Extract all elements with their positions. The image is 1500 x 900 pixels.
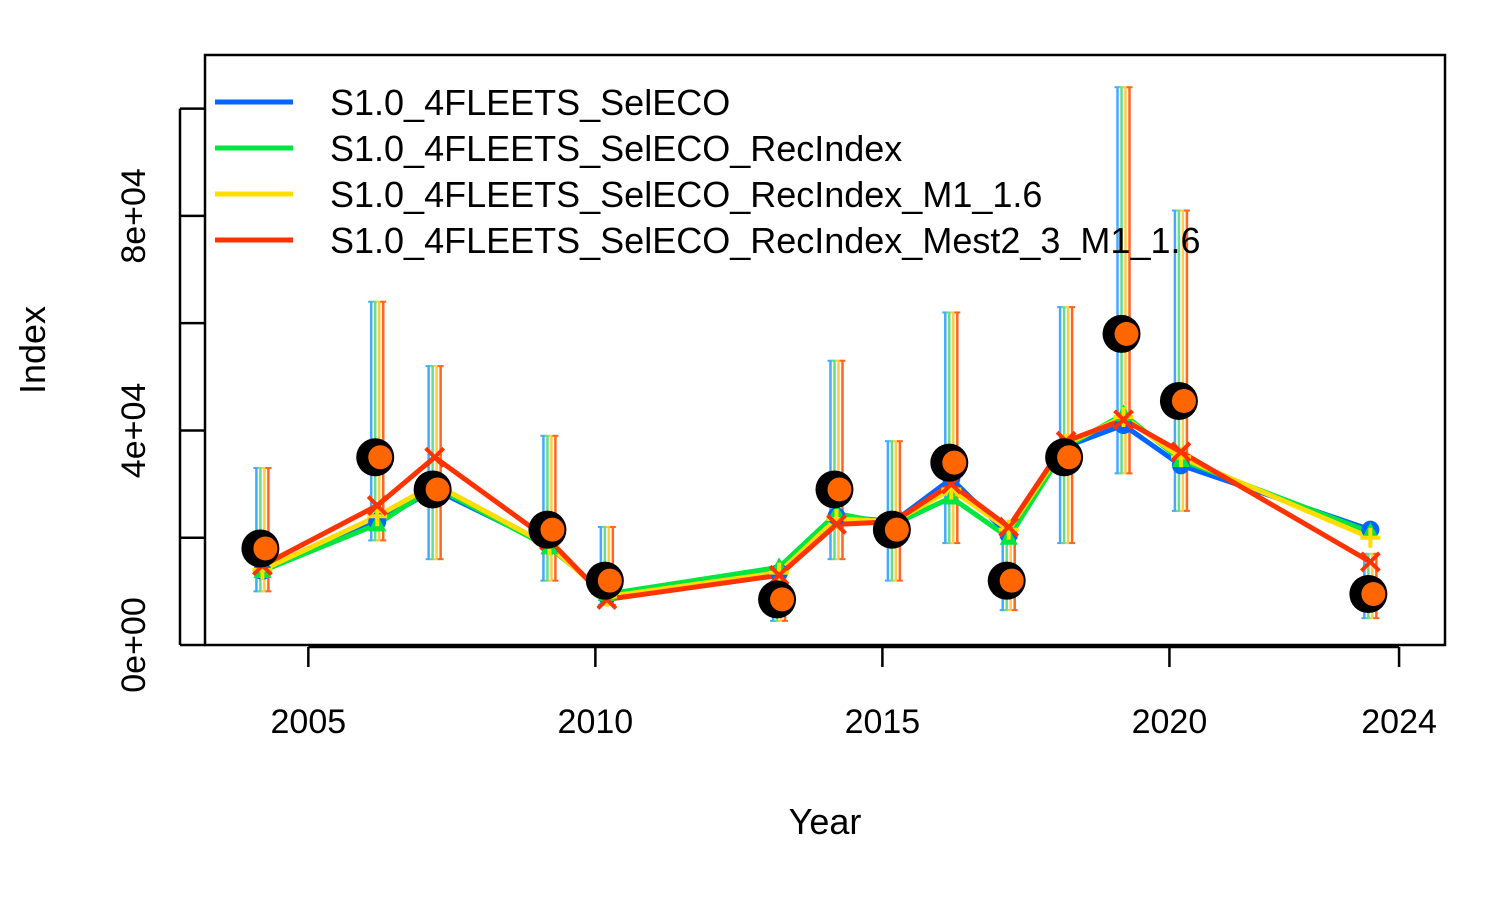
- observed-points: [241, 314, 1388, 619]
- x-axis-title: Year: [789, 801, 862, 842]
- series-marker: [1113, 409, 1134, 431]
- y-axis-title: Index: [12, 306, 53, 394]
- x-tick-label: 2010: [558, 703, 634, 741]
- series-line: [261, 417, 1372, 602]
- legend-label: S1.0_4FLEETS_SelECO_RecIndex: [330, 128, 902, 169]
- observed-point: [1171, 388, 1196, 413]
- plot-area-frame: [203, 53, 1447, 647]
- y-tick-label: 8e+04: [115, 168, 153, 264]
- series-marker: [998, 516, 1020, 538]
- series-marker: [1170, 441, 1192, 463]
- series-marker: [366, 495, 388, 516]
- legend-label: S1.0_4FLEETS_SelECO_RecIndex_M1_1.6: [330, 174, 1042, 215]
- x-tick-label: 2005: [271, 703, 347, 741]
- observed-point: [1114, 321, 1139, 346]
- y-tick-label: 0e+00: [115, 597, 153, 693]
- series-marker: [1359, 551, 1381, 573]
- series-marker: [826, 513, 847, 535]
- legend: S1.0_4FLEETS_SelECO S1.0_4FLEETS_SelECO_R…: [215, 82, 1201, 261]
- observed-point: [1361, 582, 1386, 607]
- series-marker: [424, 446, 446, 468]
- observed-point: [368, 445, 393, 470]
- observed-point: [827, 477, 852, 502]
- series-marker: [367, 506, 388, 527]
- observed-point: [597, 568, 622, 593]
- observed-point: [253, 536, 278, 561]
- y-axis: 0e+00 4e+04 8e+04: [115, 107, 205, 693]
- observed-point: [425, 477, 450, 502]
- observed-point: [1057, 445, 1082, 470]
- series-marker: [1360, 527, 1381, 548]
- legend-label: S1.0_4FLEETS_SelECO: [330, 82, 730, 123]
- x-axis: 2005 2010 2015 2020 2024: [271, 645, 1437, 741]
- observed-point: [540, 517, 565, 542]
- series-lines: [261, 411, 1372, 602]
- legend-label: S1.0_4FLEETS_SelECO_RecIndex_Mest2_3_M1_…: [330, 220, 1201, 261]
- x-tick-label: 2024: [1361, 703, 1437, 741]
- observed-point: [770, 587, 795, 612]
- observed-point: [942, 450, 967, 475]
- observed-point: [999, 568, 1024, 593]
- x-tick-label: 2015: [845, 703, 921, 741]
- x-tick-label: 2020: [1132, 703, 1208, 741]
- y-tick-label: 4e+04: [115, 383, 153, 479]
- observed-point: [884, 517, 909, 542]
- series-markers: [251, 404, 1381, 610]
